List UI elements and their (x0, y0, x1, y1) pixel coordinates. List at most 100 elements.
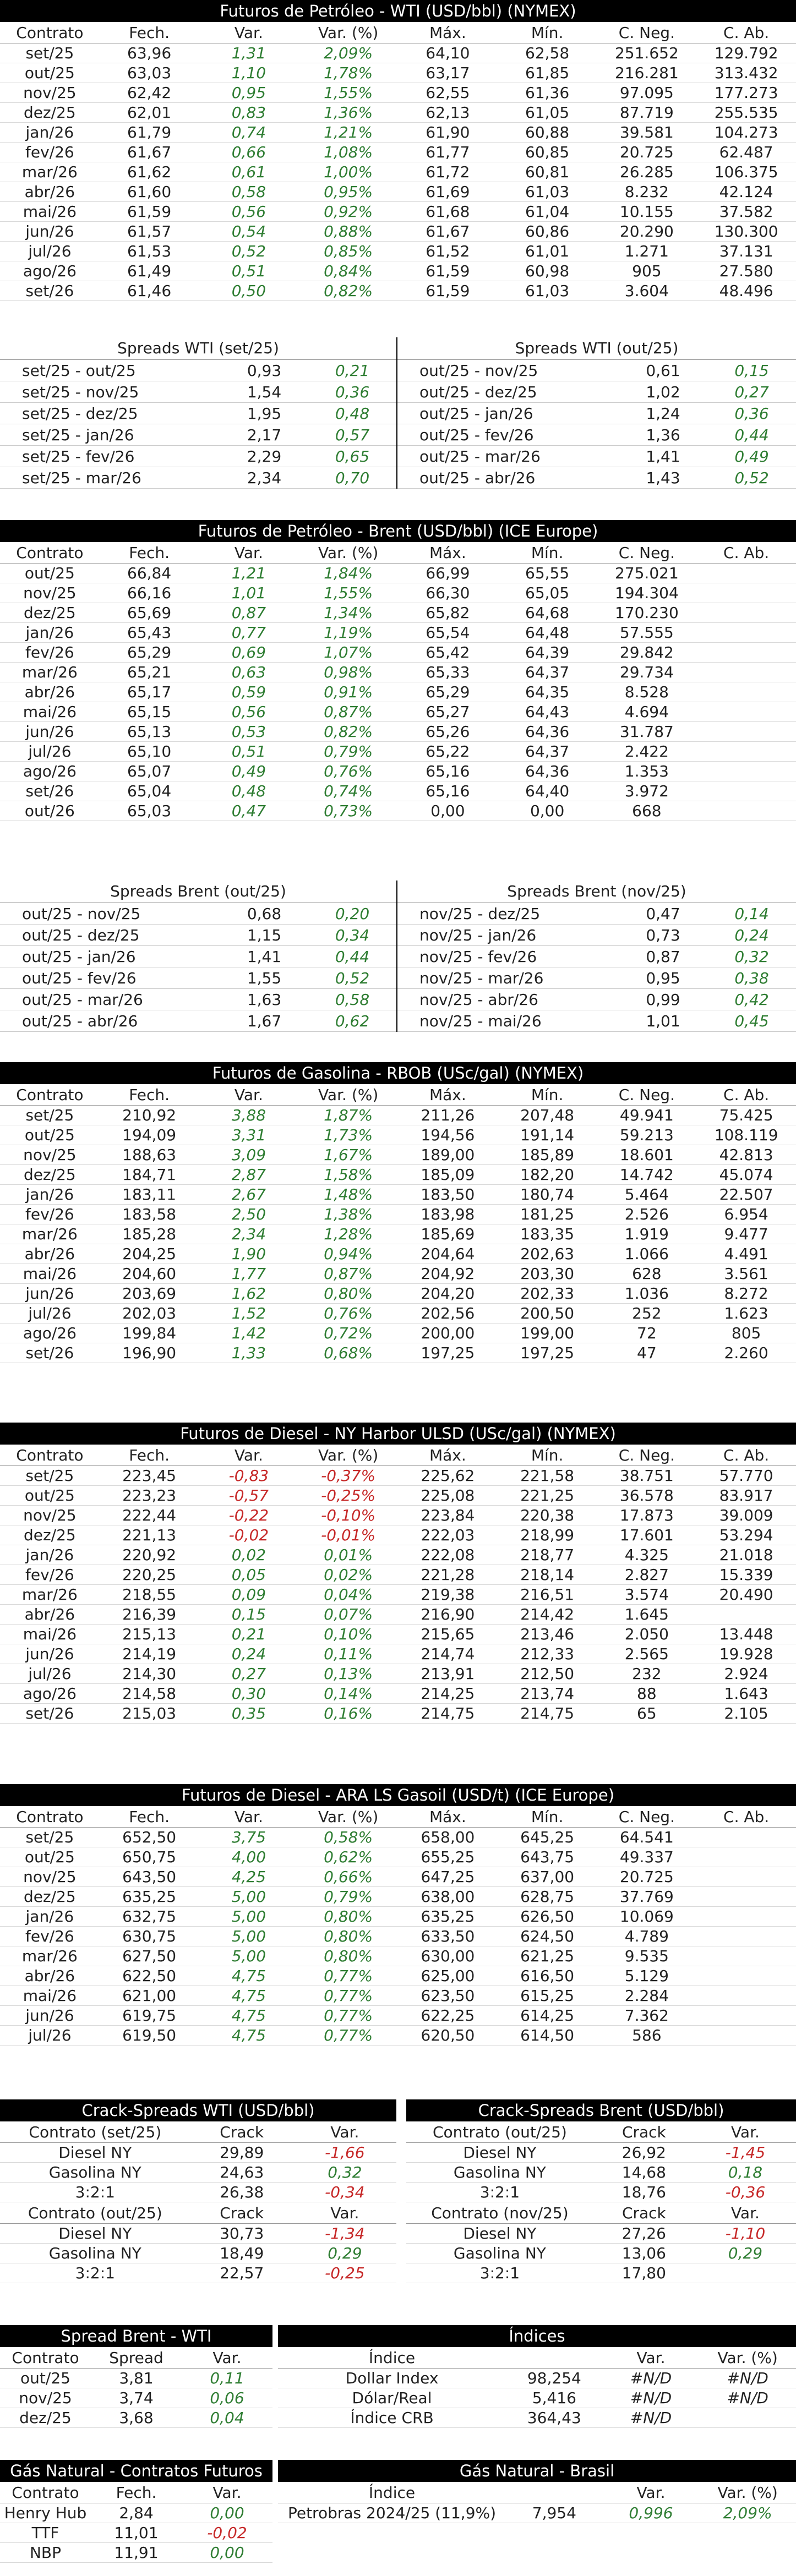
table-row: out/26 65,03 0,47 0,73% 0,00 0,00 668 (0, 801, 796, 821)
spread-row: set/25 - nov/25 1,54 0,36 (0, 381, 396, 403)
cell: 3:2:1 (406, 2263, 593, 2283)
cell: 0,62 (308, 1010, 396, 1032)
cell (696, 801, 796, 821)
cell: set/25 - out/25 (0, 360, 220, 381)
cell: 1,38% (298, 1204, 398, 1224)
cell (506, 2347, 603, 2369)
cell: 182,20 (497, 1164, 597, 1185)
cell: 2,09% (699, 2503, 796, 2523)
cell: dez/25 (0, 603, 100, 623)
cell: 39.009 (696, 1505, 796, 1525)
table-row: mar/26 65,21 0,63 0,98% 65,33 64,37 29.734 (0, 662, 796, 682)
cell: 13,06 (593, 2243, 695, 2263)
cell: 27,26 (593, 2223, 695, 2244)
header-row: Contrato Fech. Var. Var. (%) Máx. Mín. C. Neg.… (0, 1806, 796, 1828)
cell: 14.742 (597, 1164, 697, 1185)
indices-title: Índices (278, 2325, 796, 2347)
cell: 64,68 (497, 603, 597, 623)
table-row: abr/26 216,39 0,15 0,07% 216,90 214,42 1.645 (0, 1604, 796, 1625)
cell: 1.643 (696, 1683, 796, 1704)
table-row: ago/26 65,07 0,49 0,76% 65,16 64,36 1.353 (0, 761, 796, 781)
cell: 20.490 (696, 1584, 796, 1605)
cell: 2.260 (696, 1343, 796, 1363)
cell: Var. (694, 2121, 796, 2143)
cell: 65,13 (99, 721, 199, 742)
cell: 650,75 (99, 1847, 199, 1867)
cell: 62.487 (696, 142, 796, 162)
cell: 53.294 (696, 1525, 796, 1545)
cell: 1,33 (199, 1343, 299, 1363)
cell: 1.271 (597, 241, 697, 261)
cell: 5.464 (597, 1184, 697, 1205)
cell: mai/26 (0, 1624, 100, 1644)
cell: set/26 (0, 1703, 100, 1724)
cell: 61,03 (497, 182, 597, 202)
cell: abr/26 (0, 1244, 100, 1264)
cell: 6.954 (696, 1204, 796, 1224)
cell: 61,04 (497, 201, 597, 222)
cell: 129.792 (696, 43, 796, 63)
cell: 3:2:1 (0, 2182, 190, 2202)
cell: 194.304 (597, 583, 697, 603)
cell: 221,58 (497, 1465, 597, 1486)
cell: 185,69 (398, 1224, 498, 1244)
cell: 0,91% (298, 682, 398, 702)
cell: 60,85 (497, 142, 597, 162)
table-row: jul/26 202,03 1,52 0,76% 202,56 200,50 252 1.62… (0, 1303, 796, 1323)
cell: 615,25 (497, 1986, 597, 2006)
cell: 26,38 (190, 2182, 293, 2202)
cell: Mín. (497, 22, 597, 43)
cell: 0,32 (707, 945, 796, 967)
table-row: set/25 63,96 1,31 2,09% 64,10 62,58 251.652 129… (0, 43, 796, 63)
cell (696, 1886, 796, 1907)
cell: 5,00 (199, 1946, 299, 1966)
table-row: nov/25 3,74 0,06 (0, 2388, 272, 2408)
cell: 0,76% (298, 761, 398, 781)
cell: 0,58 (199, 182, 299, 202)
cell: 61,59 (398, 261, 498, 281)
table-row: dez/25 184,71 2,87 1,58% 185,09 182,20 14.742 4… (0, 1164, 796, 1185)
table-row: dez/25 221,13 -0,02 -0,01% 222,03 218,99 17.60… (0, 1525, 796, 1545)
cell: 49.337 (597, 1847, 697, 1867)
spread-bw-title: Spread Brent - WTI (0, 2325, 272, 2347)
cell: out/25 - abr/26 (397, 467, 619, 489)
cell: 621,00 (99, 1986, 199, 2006)
cell: 65,82 (398, 603, 498, 623)
cell: 18,49 (190, 2243, 293, 2263)
spread-bw-section: Spread Brent - WTI Contrato Spread Var. out… (0, 2325, 272, 2428)
cell: 66,84 (99, 563, 199, 583)
cell: 61,46 (99, 281, 199, 301)
cell: 2,67 (199, 1184, 299, 1205)
cell: Fech. (99, 542, 199, 564)
cell: 220,92 (99, 1545, 199, 1565)
cell: 364,43 (506, 2408, 603, 2428)
cell: 88 (597, 1683, 697, 1704)
cell: 75.425 (696, 1105, 796, 1125)
cell: 1,63 (220, 988, 308, 1010)
cell: 204,25 (99, 1244, 199, 1264)
cell: 1,19% (298, 622, 398, 643)
cell: 210,92 (99, 1105, 199, 1125)
table-row: jan/26 632,75 5,00 0,80% 635,25 626,50 10.069 (0, 1906, 796, 1927)
cell (696, 1906, 796, 1927)
cell: set/25 (0, 43, 100, 63)
cell: 1,77 (199, 1264, 299, 1284)
cell: 1,07% (298, 642, 398, 663)
cell: 1,36% (298, 102, 398, 123)
crack-row: Gasolina NY 14,68 0,18 (406, 2162, 796, 2183)
cell: 3.574 (597, 1584, 697, 1605)
cell: out/25 - dez/25 (0, 924, 220, 946)
cell: Dollar Index (278, 2368, 506, 2388)
cell: 0,30 (199, 1683, 299, 1704)
cell: 0,48 (308, 402, 396, 424)
cell: 29,89 (190, 2142, 293, 2163)
cell: 0,73 (619, 924, 707, 946)
cell: -0,02 (182, 2523, 272, 2543)
cell: out/25 - dez/25 (397, 381, 619, 403)
table-row: jan/26 183,11 2,67 1,48% 183,50 180,74 5.464 22… (0, 1184, 796, 1205)
cell: 0,99 (619, 988, 707, 1010)
table-row: set/26 61,46 0,50 0,82% 61,59 61,03 3.604 48.49… (0, 281, 796, 301)
cell: 0,44 (707, 424, 796, 446)
cell: 64,35 (497, 682, 597, 702)
cell: Contrato (nov/25) (406, 2202, 593, 2224)
